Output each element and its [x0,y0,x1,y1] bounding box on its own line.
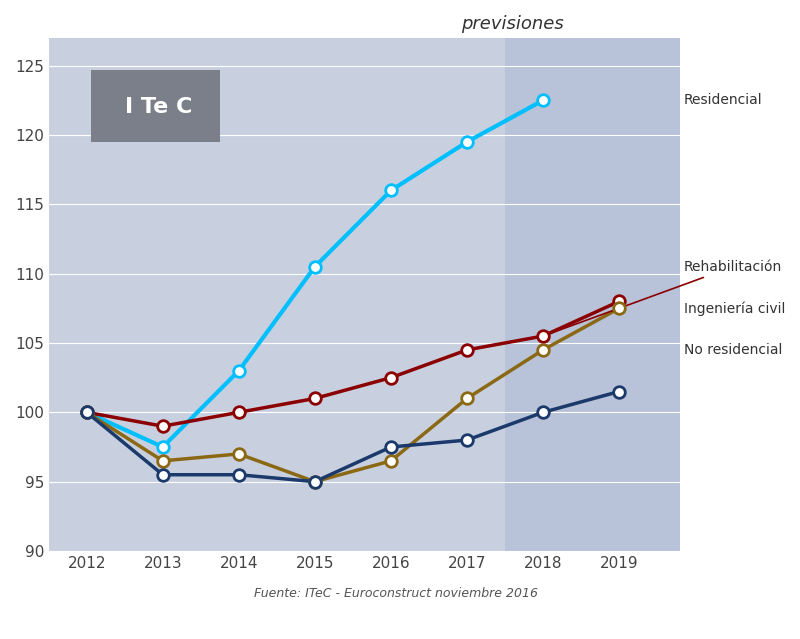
Point [233,449,246,459]
Point [537,345,550,355]
Point [613,296,626,307]
Point [80,407,93,417]
Text: previsiones: previsiones [462,15,564,33]
Point [537,407,550,417]
Point [461,435,474,445]
Point [309,261,322,272]
Point [233,407,246,417]
Point [461,137,474,147]
Point [385,442,398,452]
Point [80,407,93,417]
Point [233,366,246,376]
Point [537,95,550,105]
Point [80,407,93,417]
Point [309,477,322,487]
Bar [505,38,680,551]
Point [233,470,246,480]
Point [157,442,170,452]
Point [80,407,93,417]
Point [613,387,626,397]
Point [385,185,398,196]
Text: Fuente: ITeC - Euroconstruct noviembre 2016: Fuente: ITeC - Euroconstruct noviembre 2… [254,587,538,600]
Text: Ingeniería civil: Ingeniería civil [684,301,785,316]
Point [157,456,170,466]
Point [309,477,322,487]
Point [461,345,474,355]
Point [157,470,170,480]
Text: Rehabilitación: Rehabilitación [546,259,782,335]
Point [385,456,398,466]
Text: Residencial: Residencial [684,93,762,107]
Point [157,421,170,431]
Point [385,373,398,383]
Text: No residencial: No residencial [684,343,782,357]
Point [613,304,626,314]
FancyBboxPatch shape [90,70,220,142]
Bar [49,38,505,551]
Point [309,394,322,404]
Text: I Te C: I Te C [126,97,193,117]
Point [537,331,550,341]
Point [461,394,474,404]
